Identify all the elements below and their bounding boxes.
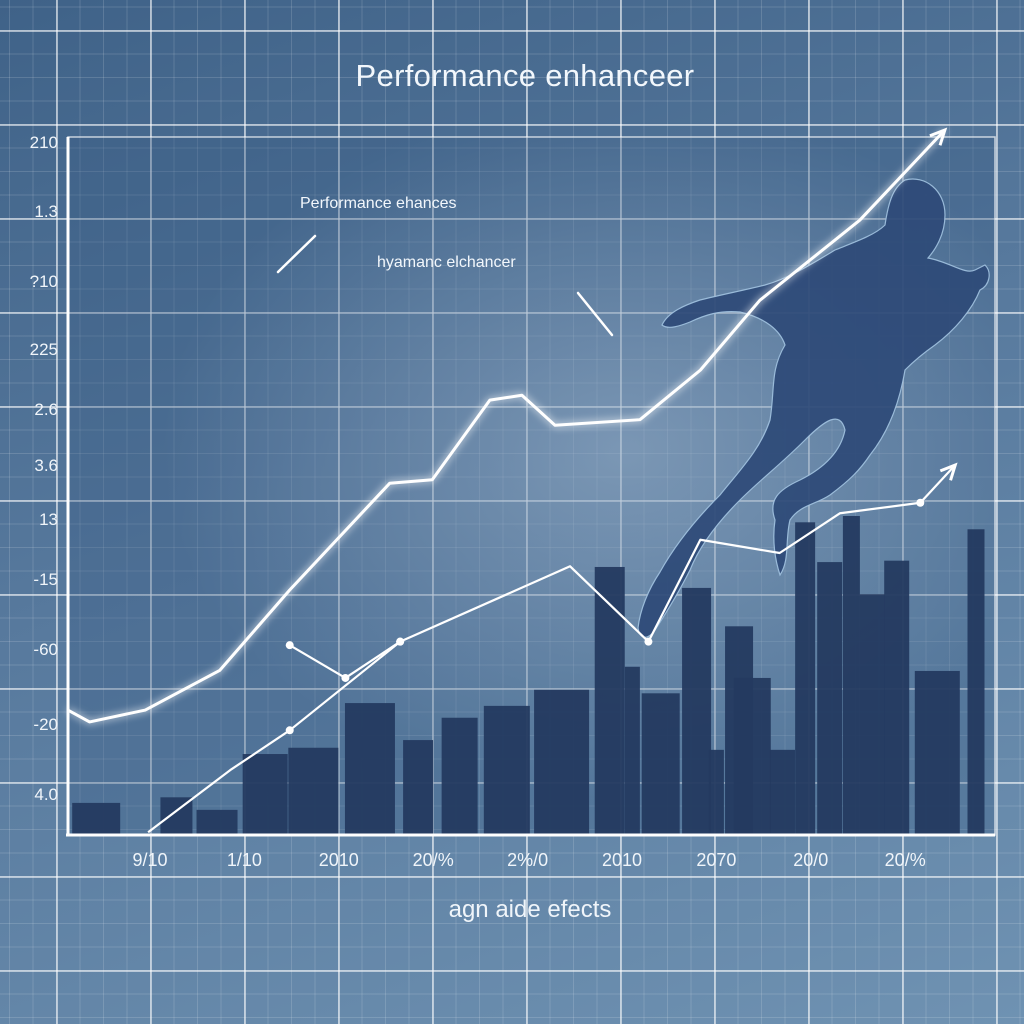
bar: [72, 802, 121, 835]
y-tick-label: 2.6: [34, 400, 58, 419]
y-tick-label: 4.0: [34, 785, 58, 804]
y-tick-label: ?10: [29, 272, 58, 291]
y-tick-label: 1.3: [34, 202, 58, 221]
bar: [769, 749, 795, 835]
bar: [344, 703, 395, 835]
data-point: [285, 641, 294, 650]
bar: [534, 689, 590, 835]
data-point: [285, 726, 294, 735]
bar: [624, 666, 640, 835]
x-tick-label: 2%/0: [507, 850, 549, 870]
bar: [594, 566, 625, 835]
data-point: [644, 637, 653, 646]
bar: [196, 809, 238, 835]
x-axis-label: agn aide efects: [448, 896, 612, 923]
data-point: [396, 637, 405, 646]
arrow-head-icon: [939, 462, 958, 481]
x-tick-label: 20/%: [412, 850, 454, 870]
bar: [403, 740, 434, 835]
arrow-head-icon: [929, 127, 948, 146]
bar: [242, 754, 288, 835]
y-tick-label: 3.6: [34, 456, 58, 475]
bar: [859, 594, 885, 835]
annotation-1: Performance ehances: [300, 195, 457, 212]
bar: [682, 587, 712, 835]
annotation-pointer-1: [276, 234, 317, 274]
running-man-silhouette: [637, 178, 990, 638]
y-tick-label: 210: [29, 133, 58, 152]
chart-title: Performance enhanceer: [355, 58, 695, 93]
bar: [817, 562, 843, 835]
series-line-1: [67, 128, 946, 724]
data-point: [341, 673, 350, 682]
bar: [288, 747, 339, 835]
annotation-pointer-2: [576, 291, 614, 337]
x-tick-label: 2010: [601, 850, 643, 870]
bar: [733, 677, 771, 835]
bar: [842, 516, 860, 835]
bar: [641, 693, 680, 835]
annotation-2: hyamanc elchancer: [377, 254, 516, 271]
y-tick-label: -60: [33, 640, 58, 659]
bar: [884, 560, 910, 835]
x-tick-label: 1/10: [226, 850, 262, 870]
bar: [795, 522, 816, 835]
bar: [967, 529, 985, 835]
x-tick-label: 2010: [318, 850, 359, 870]
y-tick-label: -20: [33, 715, 58, 734]
bar: [708, 749, 724, 835]
y-tick-label: -15: [33, 570, 58, 589]
x-tick-label: 2070: [696, 850, 737, 870]
y-tick-label: 225: [29, 340, 58, 359]
x-tick-label: 20/0: [793, 850, 829, 870]
bar: [914, 670, 960, 835]
bar: [483, 705, 530, 835]
plot-frame: [67, 136, 996, 836]
data-point: [916, 498, 925, 507]
y-tick-label: 13: [39, 510, 58, 529]
x-tick-label: 9/10: [132, 850, 168, 870]
bar: [441, 717, 478, 835]
x-tick-label: 20/%: [884, 850, 926, 870]
